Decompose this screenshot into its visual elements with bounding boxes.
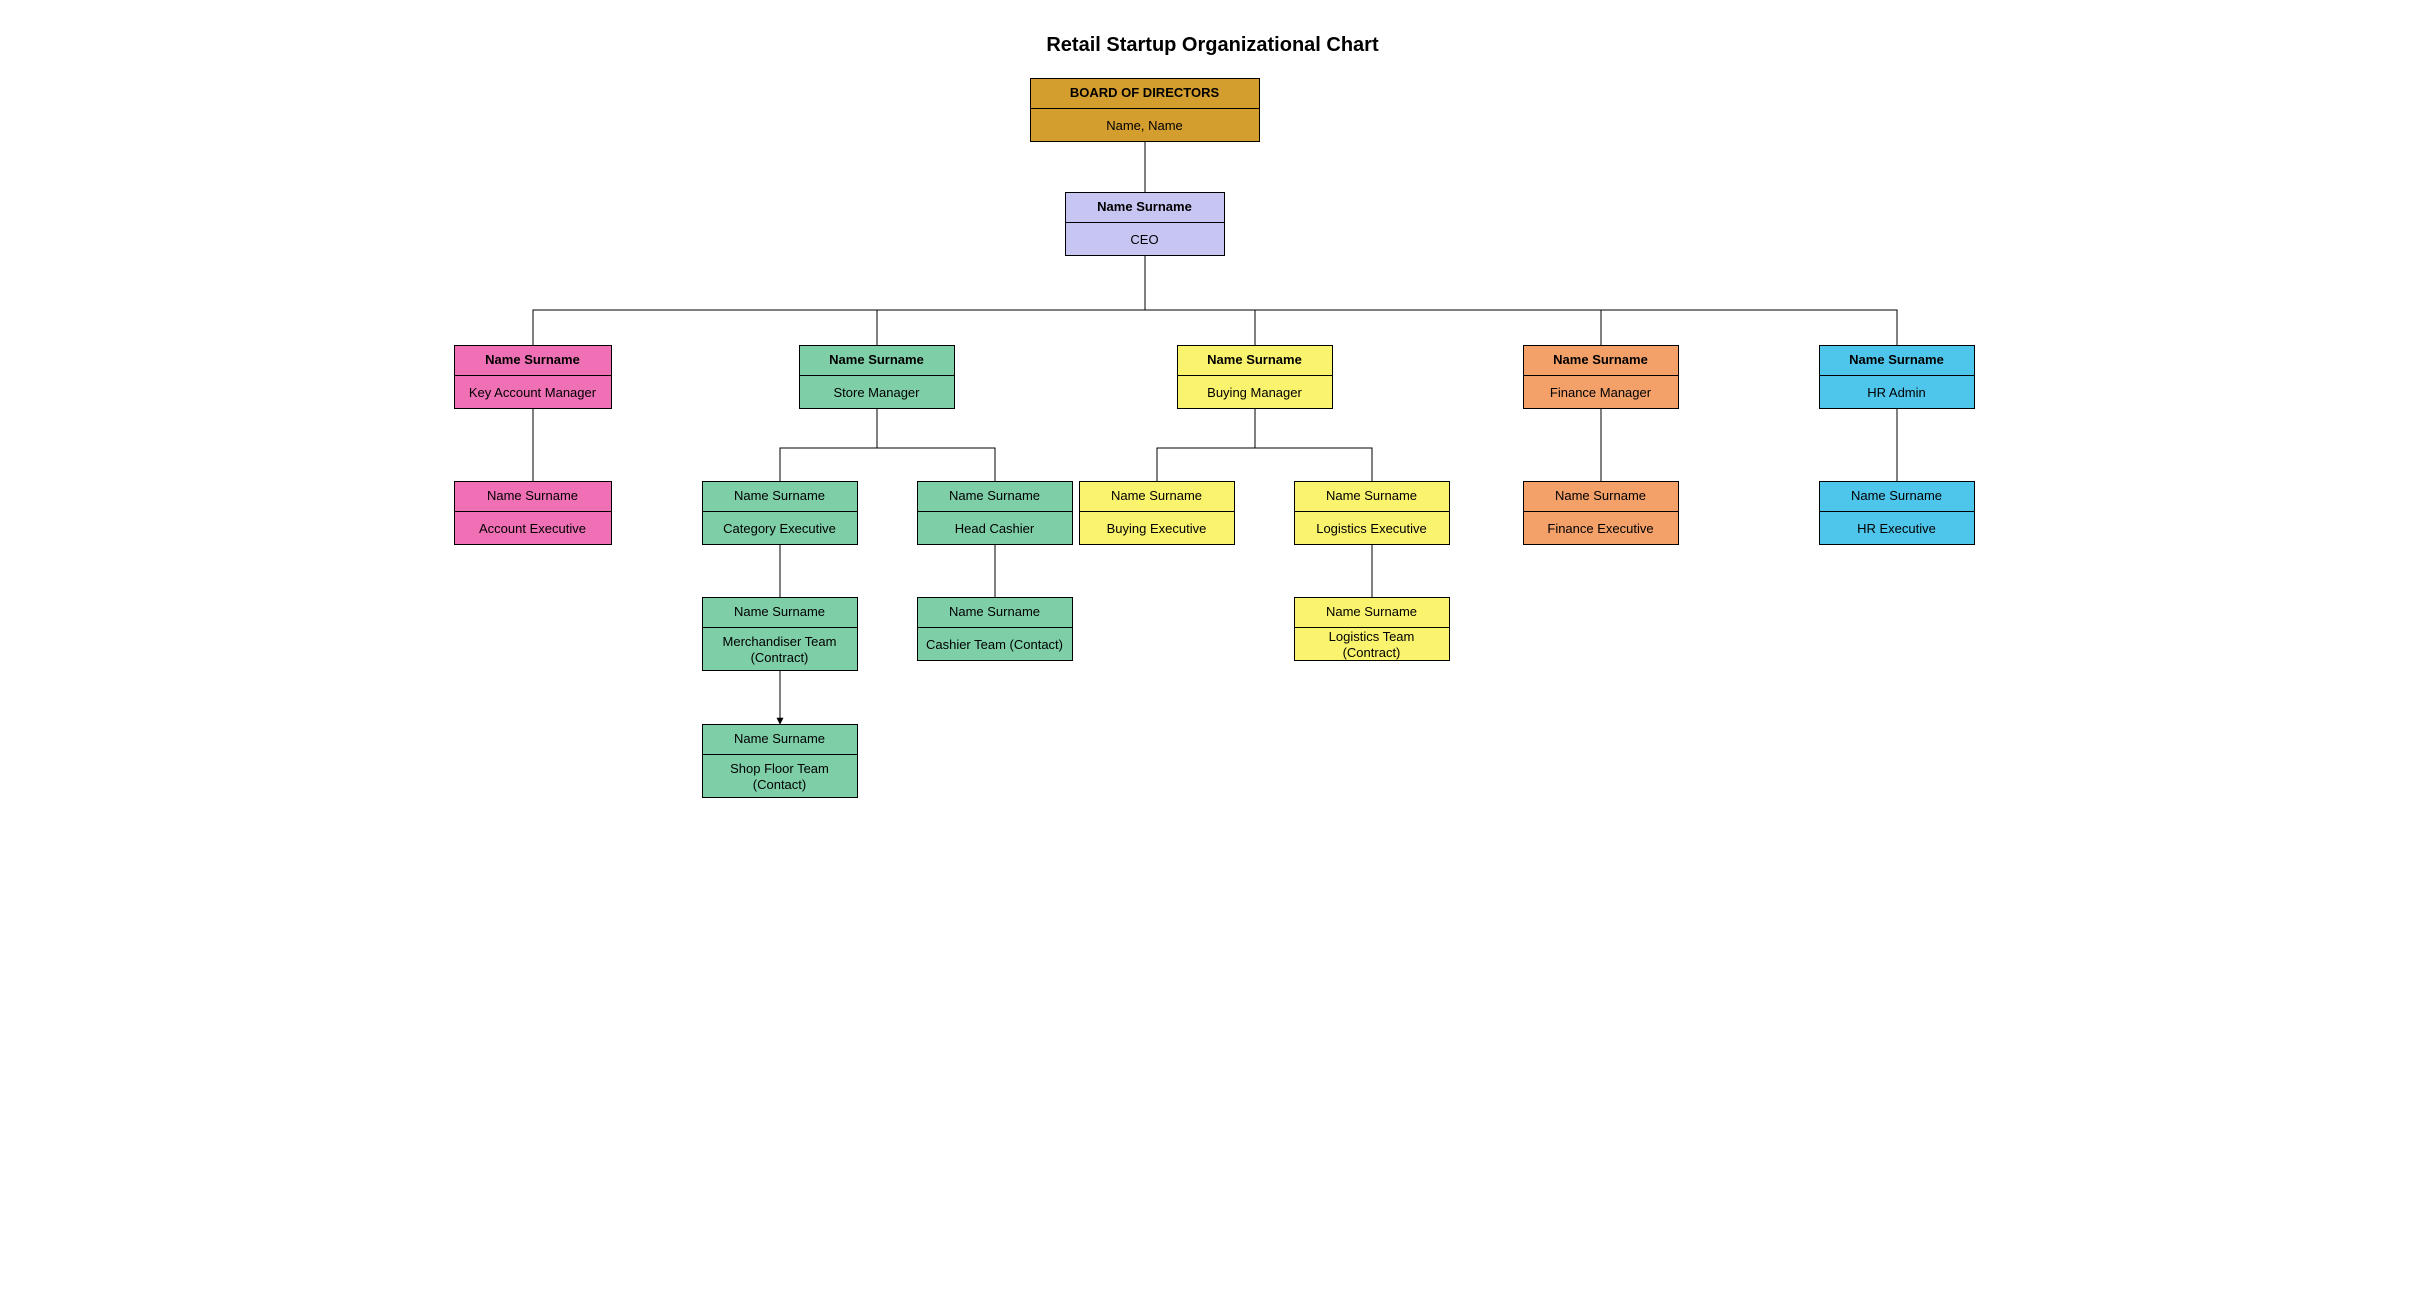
merchandiser-team-node: Name SurnameMerchandiser Team (Contract) <box>702 597 858 671</box>
node-subtitle: HR Admin <box>1820 376 1974 410</box>
connector <box>1145 256 1255 345</box>
node-title: Name Surname <box>1295 598 1449 628</box>
node-title: Name Surname <box>1820 346 1974 376</box>
node-subtitle: Name, Name <box>1031 109 1259 143</box>
node-title: Name Surname <box>1295 482 1449 512</box>
node-subtitle: CEO <box>1066 223 1224 257</box>
node-title: Name Surname <box>703 482 857 512</box>
node-title: Name Surname <box>800 346 954 376</box>
connector <box>877 409 995 481</box>
cashier-team-node: Name SurnameCashier Team (Contact) <box>917 597 1073 661</box>
board-of-directors-node: BOARD OF DIRECTORSName, Name <box>1030 78 1260 142</box>
store-manager-node: Name SurnameStore Manager <box>799 345 955 409</box>
node-subtitle: Account Executive <box>455 512 611 546</box>
connector <box>877 256 1145 345</box>
node-subtitle: Store Manager <box>800 376 954 410</box>
head-cashier-node: Name SurnameHead Cashier <box>917 481 1073 545</box>
node-subtitle: Finance Executive <box>1524 512 1678 546</box>
node-title: Name Surname <box>703 598 857 628</box>
node-title: Name Surname <box>1524 346 1678 376</box>
hr-admin-node: Name SurnameHR Admin <box>1819 345 1975 409</box>
node-subtitle: Head Cashier <box>918 512 1072 546</box>
node-subtitle: Logistics Team (Contract) <box>1295 628 1449 662</box>
connector <box>1145 256 1601 345</box>
node-subtitle: HR Executive <box>1820 512 1974 546</box>
connector <box>1157 409 1255 481</box>
account-executive-node: Name SurnameAccount Executive <box>454 481 612 545</box>
node-title: Name Surname <box>1524 482 1678 512</box>
finance-executive-node: Name SurnameFinance Executive <box>1523 481 1679 545</box>
node-subtitle: Merchandiser Team (Contract) <box>703 628 857 672</box>
node-subtitle: Logistics Executive <box>1295 512 1449 546</box>
node-title: Name Surname <box>918 598 1072 628</box>
connector <box>780 409 877 481</box>
logistics-executive-node: Name SurnameLogistics Executive <box>1294 481 1450 545</box>
node-title: Name Surname <box>455 346 611 376</box>
category-executive-node: Name SurnameCategory Executive <box>702 481 858 545</box>
node-title: Name Surname <box>1178 346 1332 376</box>
buying-executive-node: Name SurnameBuying Executive <box>1079 481 1235 545</box>
node-title: Name Surname <box>703 725 857 755</box>
org-chart-canvas: Retail Startup Organizational Chart BOAR… <box>437 0 1989 830</box>
hr-executive-node: Name SurnameHR Executive <box>1819 481 1975 545</box>
node-title: Name Surname <box>1080 482 1234 512</box>
shop-floor-team-node: Name SurnameShop Floor Team (Contact) <box>702 724 858 798</box>
connector <box>533 256 1145 345</box>
connector <box>1255 409 1372 481</box>
node-subtitle: Cashier Team (Contact) <box>918 628 1072 662</box>
logistics-team-node: Name SurnameLogistics Team (Contract) <box>1294 597 1450 661</box>
node-subtitle: Category Executive <box>703 512 857 546</box>
node-subtitle: Shop Floor Team (Contact) <box>703 755 857 799</box>
node-subtitle: Buying Executive <box>1080 512 1234 546</box>
connector <box>1145 256 1897 345</box>
key-account-manager-node: Name SurnameKey Account Manager <box>454 345 612 409</box>
node-title: Name Surname <box>1820 482 1974 512</box>
node-subtitle: Buying Manager <box>1178 376 1332 410</box>
node-title: BOARD OF DIRECTORS <box>1031 79 1259 109</box>
chart-title: Retail Startup Organizational Chart <box>437 34 1989 57</box>
node-subtitle: Finance Manager <box>1524 376 1678 410</box>
finance-manager-node: Name SurnameFinance Manager <box>1523 345 1679 409</box>
node-title: Name Surname <box>918 482 1072 512</box>
node-subtitle: Key Account Manager <box>455 376 611 410</box>
node-title: Name Surname <box>1066 193 1224 223</box>
buying-manager-node: Name SurnameBuying Manager <box>1177 345 1333 409</box>
node-title: Name Surname <box>455 482 611 512</box>
ceo-node: Name SurnameCEO <box>1065 192 1225 256</box>
